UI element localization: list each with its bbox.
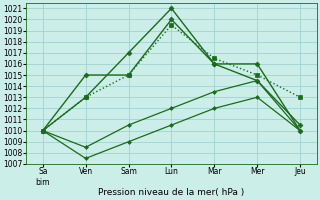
X-axis label: Pression niveau de la mer( hPa ): Pression niveau de la mer( hPa ) (98, 188, 244, 197)
